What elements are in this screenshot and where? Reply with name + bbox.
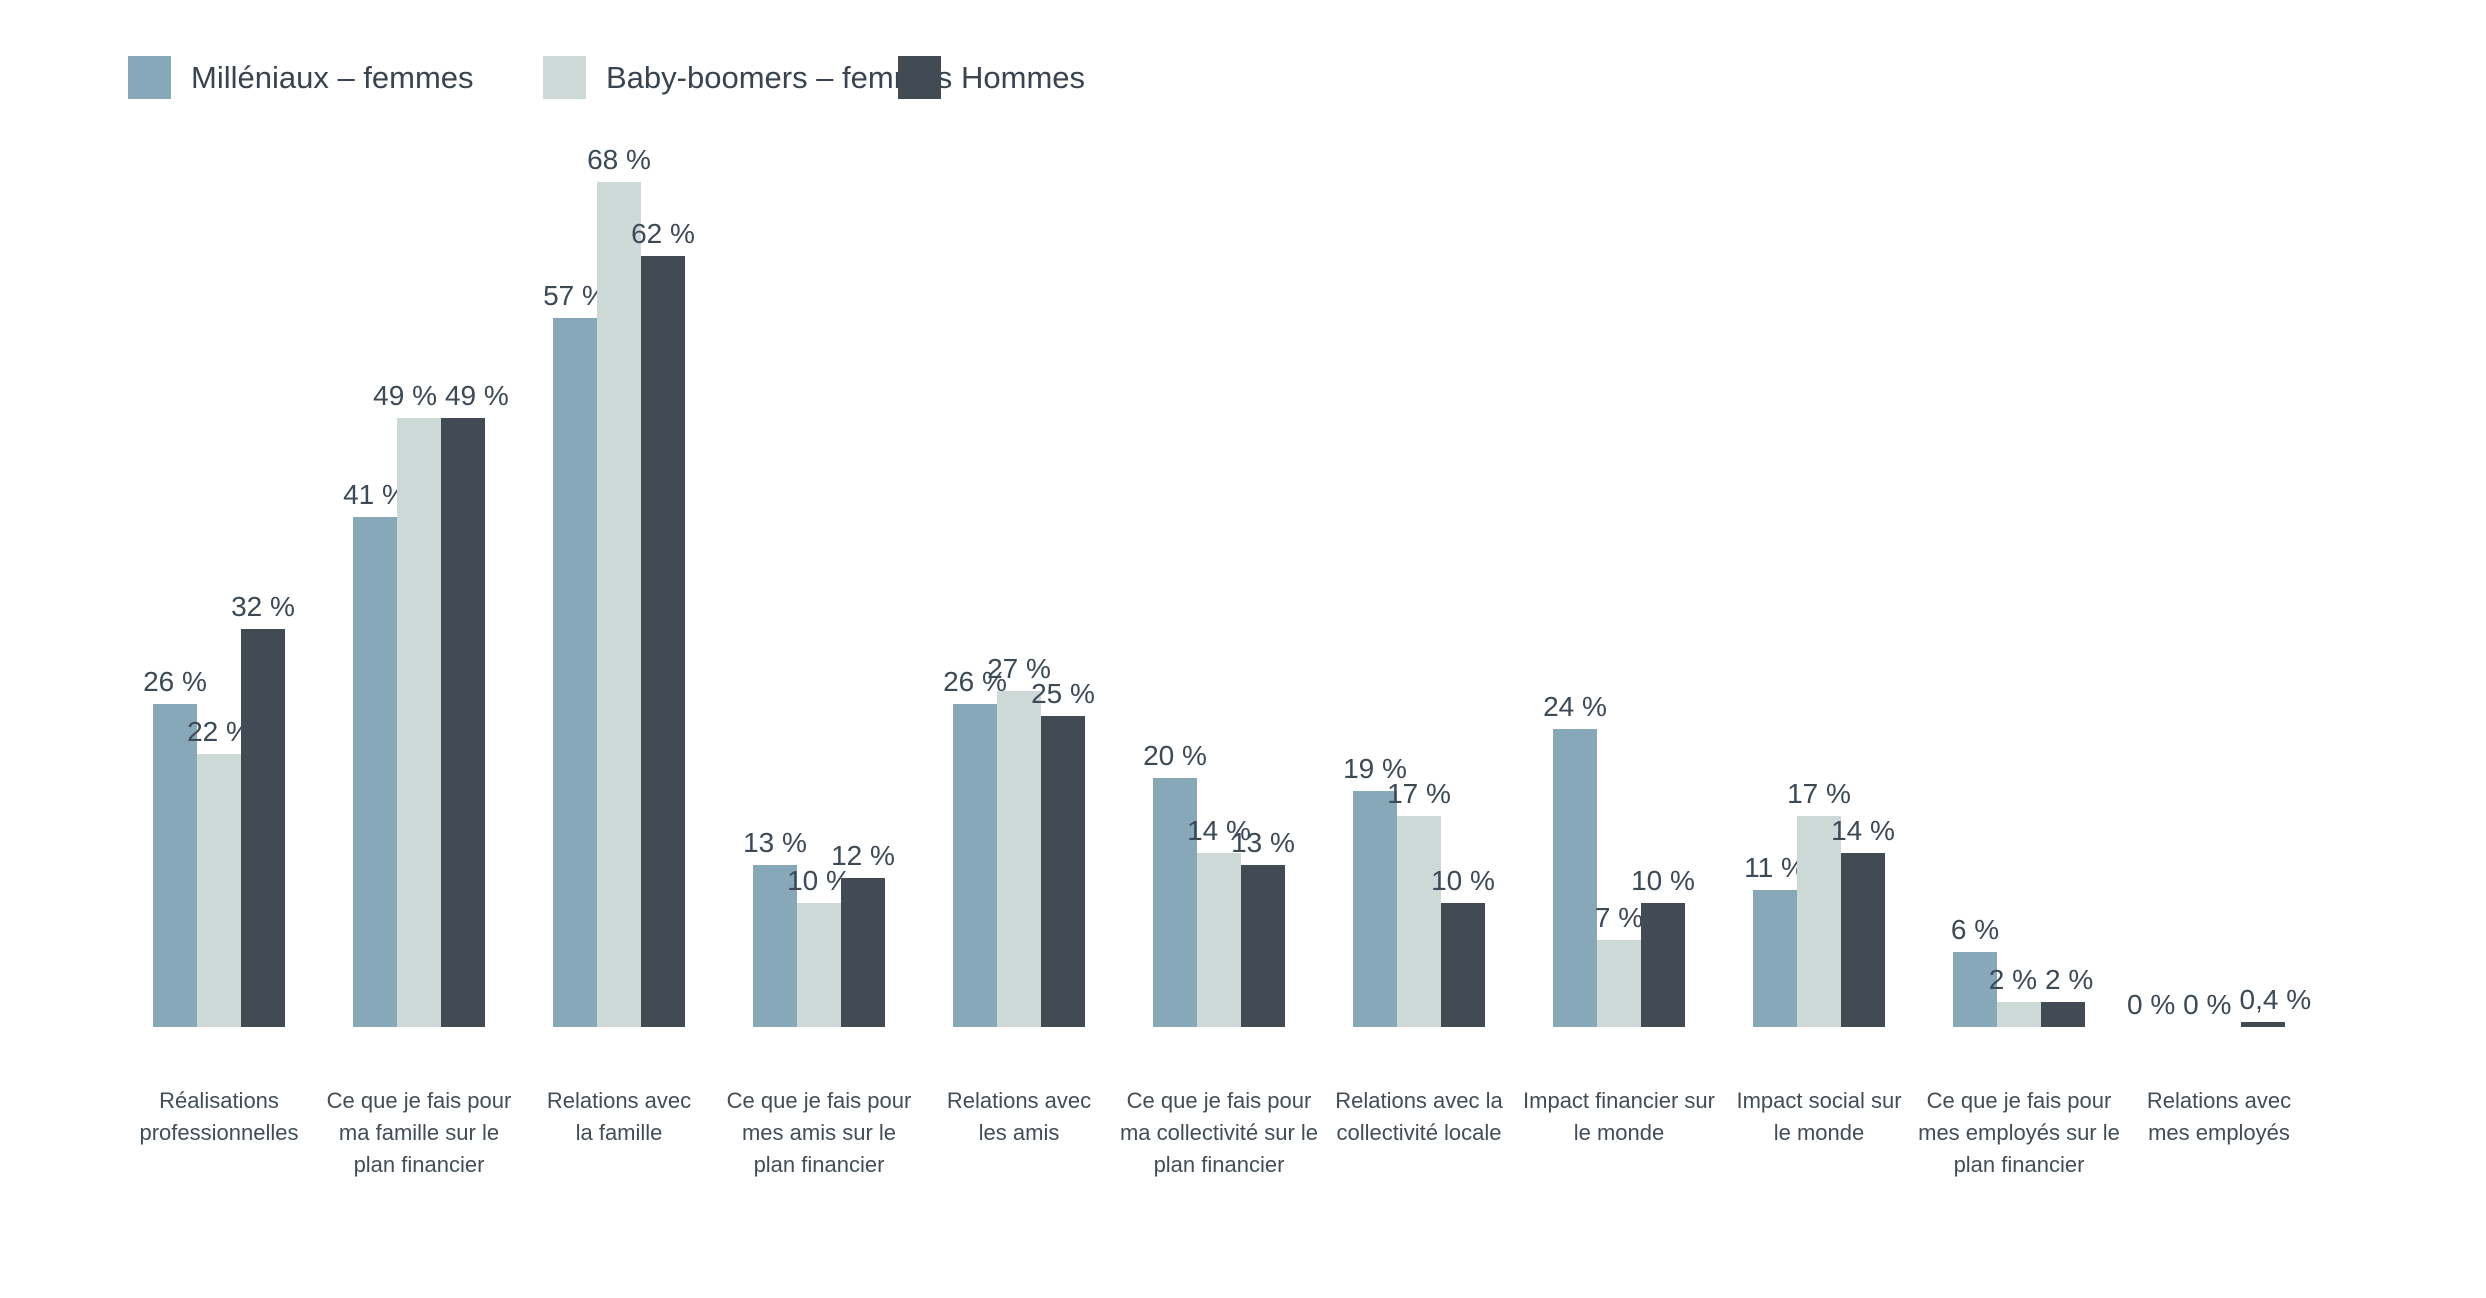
legend-item-milleniaux-femmes: Milléniaux – femmes bbox=[128, 56, 474, 99]
value-label: 27 % bbox=[987, 653, 1051, 684]
bar-baby-boomers-femmes: 2 % bbox=[1989, 964, 2041, 1027]
value-label: 10 % bbox=[787, 865, 851, 896]
bar-milleniaux-femmes: 20 % bbox=[1143, 740, 1207, 1027]
bar-hommes: 62 % bbox=[631, 218, 695, 1027]
value-label: 0 % bbox=[2183, 989, 2232, 1020]
legend-label: Baby-boomers – femmes bbox=[606, 59, 953, 95]
value-label: 20 % bbox=[1143, 740, 1207, 771]
value-label: 6 % bbox=[1950, 914, 2000, 945]
value-label: 57 % bbox=[543, 280, 607, 311]
category-label: Relations avec mes employés bbox=[2146, 1088, 2292, 1145]
value-label: 32 % bbox=[231, 591, 295, 622]
bar-milleniaux-femmes: 24 % bbox=[1543, 691, 1607, 1027]
value-label: 12 % bbox=[831, 840, 895, 871]
bar-baby-boomers-femmes: 17 % bbox=[1787, 778, 1851, 1027]
value-label: 2 % bbox=[1988, 964, 2038, 995]
value-label: 49 % bbox=[373, 380, 438, 411]
legend-label: Hommes bbox=[961, 59, 1086, 95]
category-label: Ce que je fais pour ma collectivité sur … bbox=[1119, 1088, 1319, 1177]
bar-baby-boomers-femmes: 14 % bbox=[1187, 815, 1251, 1027]
bar-milleniaux-femmes: 41 % bbox=[343, 479, 407, 1027]
bar-milleniaux-femmes: 11 % bbox=[1744, 852, 1806, 1027]
value-label: 19 % bbox=[1343, 753, 1407, 784]
value-label: 49 % bbox=[444, 380, 509, 411]
value-label: 14 % bbox=[1187, 815, 1251, 846]
legend-item-baby-boomers-femmes: Baby-boomers – femmes bbox=[543, 56, 952, 99]
legend-swatch bbox=[543, 56, 586, 99]
value-label: 68 % bbox=[587, 144, 651, 175]
bar-baby-boomers-femmes: 27 % bbox=[987, 653, 1051, 1027]
bar-milleniaux-femmes: 26 % bbox=[143, 666, 207, 1027]
legend-label: Milléniaux – femmes bbox=[191, 59, 474, 95]
bar-baby-boomers-femmes: 68 % bbox=[587, 144, 651, 1027]
bar-hommes: 14 % bbox=[1831, 815, 1895, 1027]
value-label: 41 % bbox=[343, 479, 407, 510]
value-label: 17 % bbox=[1387, 778, 1451, 809]
bar-milleniaux-femmes: 19 % bbox=[1343, 753, 1407, 1027]
bar-baby-boomers-femmes: 17 % bbox=[1387, 778, 1451, 1027]
bar-hommes: 12 % bbox=[831, 840, 895, 1027]
category-label: Impact financier sur le monde bbox=[1523, 1088, 1715, 1145]
legend-swatch bbox=[128, 56, 171, 99]
value-label: 62 % bbox=[631, 218, 695, 249]
category-label: Réalisations professionnelles bbox=[139, 1088, 299, 1145]
bar-milleniaux-femmes: 6 % bbox=[1951, 914, 1999, 1027]
category-label: Ce que je fais pour ma famille sur le pl… bbox=[326, 1088, 512, 1177]
value-label: 25 % bbox=[1031, 678, 1095, 709]
value-label: 13 % bbox=[743, 827, 807, 858]
category-label: Relations avec la famille bbox=[546, 1088, 692, 1145]
bar-hommes: 49 % bbox=[441, 380, 509, 1027]
value-label: 0 % bbox=[2126, 989, 2176, 1020]
bar-milleniaux-femmes: 13 % bbox=[743, 827, 807, 1027]
bar-baby-boomers-femmes: 49 % bbox=[373, 380, 441, 1027]
value-label: 0,4 % bbox=[2239, 984, 2312, 1015]
value-label: 10 % bbox=[1631, 865, 1695, 896]
legend-item-hommes: Hommes bbox=[898, 56, 1085, 99]
category-label: Ce que je fais pour mes amis sur le plan… bbox=[726, 1088, 912, 1177]
category-label: Impact social sur le monde bbox=[1736, 1088, 1902, 1145]
bar-hommes: 10 % bbox=[1431, 865, 1495, 1027]
bar-baby-boomers-femmes: 7 % bbox=[1595, 902, 1643, 1027]
bar-hommes: 2 % bbox=[2041, 964, 2093, 1027]
bar-milleniaux-femmes: 26 % bbox=[943, 666, 1007, 1027]
category-label: Relations avec la collectivité locale bbox=[1335, 1088, 1503, 1145]
category-label: Relations avec les amis bbox=[946, 1088, 1092, 1145]
value-label: 7 % bbox=[1594, 902, 1644, 933]
value-label: 24 % bbox=[1543, 691, 1607, 722]
bar-baby-boomers-femmes: 22 % bbox=[187, 716, 251, 1027]
value-label: 10 % bbox=[1431, 865, 1495, 896]
legend-swatch bbox=[898, 56, 941, 99]
bar-hommes: 25 % bbox=[1031, 678, 1095, 1027]
value-label: 26 % bbox=[943, 666, 1007, 697]
value-label: 2 % bbox=[2044, 964, 2094, 995]
bar-hommes: 0,4 % bbox=[2239, 984, 2311, 1027]
value-label: 22 % bbox=[187, 716, 251, 747]
bar-milleniaux-femmes: 57 % bbox=[543, 280, 607, 1027]
category-label: Ce que je fais pour mes employés sur le … bbox=[1918, 1088, 2120, 1177]
bar-baby-boomers-femmes: 10 % bbox=[787, 865, 851, 1027]
bar-hommes: 10 % bbox=[1631, 865, 1695, 1027]
value-label: 14 % bbox=[1831, 815, 1895, 846]
value-label: 11 % bbox=[1744, 852, 1806, 883]
value-label: 13 % bbox=[1231, 827, 1295, 858]
value-label: 26 % bbox=[143, 666, 207, 697]
bar-hommes: 13 % bbox=[1231, 827, 1295, 1027]
value-label: 17 % bbox=[1787, 778, 1851, 809]
bar-hommes: 32 % bbox=[231, 591, 295, 1027]
